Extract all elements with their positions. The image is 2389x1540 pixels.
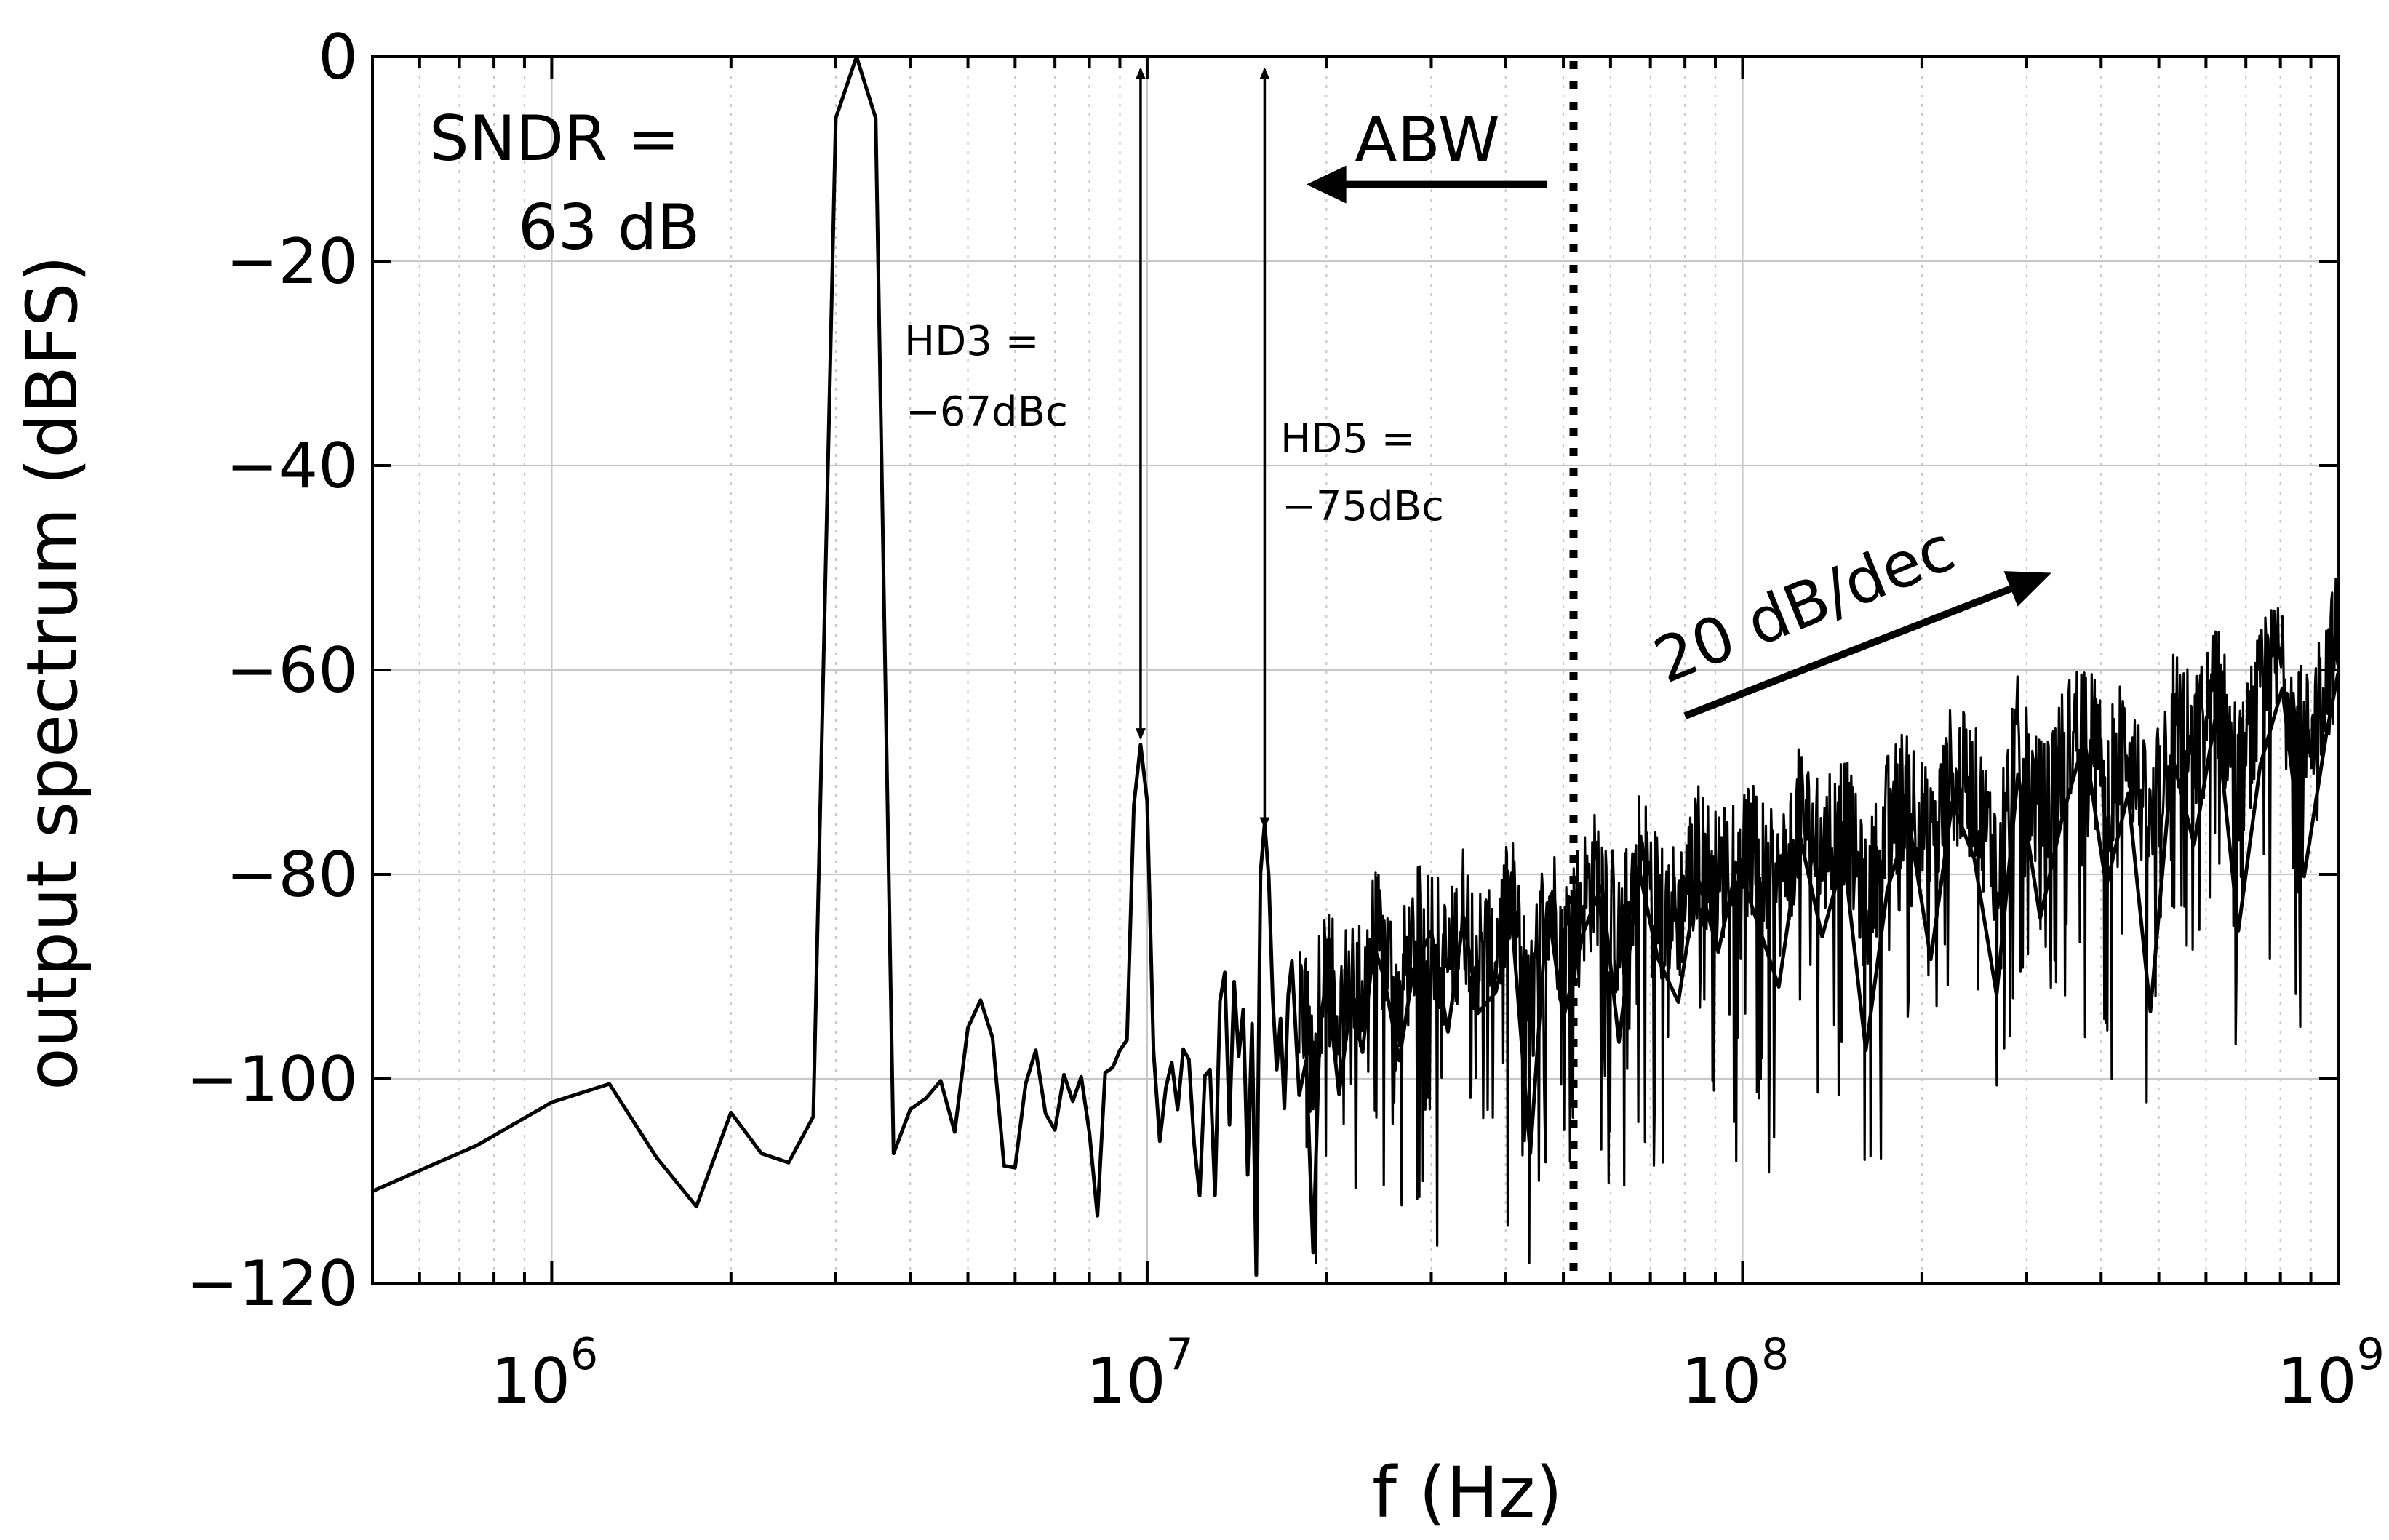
- x-tick-label-base: 10: [1682, 1345, 1761, 1418]
- spectrum-noise-trace: [1298, 577, 2340, 1264]
- y-tick-label: −100: [186, 1043, 358, 1116]
- x-tick-label-base: 10: [2277, 1345, 2356, 1418]
- slope-arrow-head: [2003, 571, 2051, 607]
- slope-arrow-shaft: [1683, 585, 2012, 719]
- series-layer: [371, 55, 2340, 1277]
- y-tick-label: −80: [226, 839, 359, 911]
- sndr-label-line2: 63 dB: [518, 191, 700, 264]
- x-tick-label-exponent: 6: [570, 1329, 598, 1380]
- spectrum-line: [371, 55, 2340, 1277]
- x-tick-label: 109: [2277, 1329, 2385, 1418]
- y-tick-label: −120: [186, 1248, 358, 1320]
- x-tick-label: 108: [1682, 1329, 1790, 1418]
- y-tick-label: −40: [226, 430, 359, 503]
- abw-arrow-head: [1306, 165, 1347, 204]
- sndr-label-line1: SNDR =: [429, 103, 679, 175]
- x-tick-label-exponent: 9: [2357, 1329, 2385, 1380]
- hd3-label-line1: HD3 =: [904, 318, 1040, 365]
- hd5-label-line2: −75dBc: [1282, 483, 1444, 530]
- y-axis-title: output spectrum (dBFS): [12, 255, 93, 1090]
- x-axis-title: f (Hz): [1372, 1452, 1563, 1533]
- y-tick-label: 0: [318, 21, 358, 94]
- abw-label: ABW: [1355, 104, 1500, 177]
- y-tick-label: −60: [226, 634, 359, 707]
- x-tick-label-base: 10: [1086, 1345, 1165, 1418]
- y-tick-label: −20: [226, 226, 359, 298]
- x-tick-label-exponent: 7: [1166, 1329, 1194, 1380]
- x-tick-label-base: 10: [491, 1345, 570, 1418]
- hd3-label-line2: −67dBc: [906, 388, 1068, 436]
- hd5-label-line1: HD5 =: [1280, 415, 1416, 463]
- x-tick-label-exponent: 8: [1761, 1329, 1789, 1380]
- x-tick-label: 107: [1086, 1329, 1194, 1418]
- annotations: [1135, 61, 2051, 1280]
- x-tick-label: 106: [491, 1329, 599, 1418]
